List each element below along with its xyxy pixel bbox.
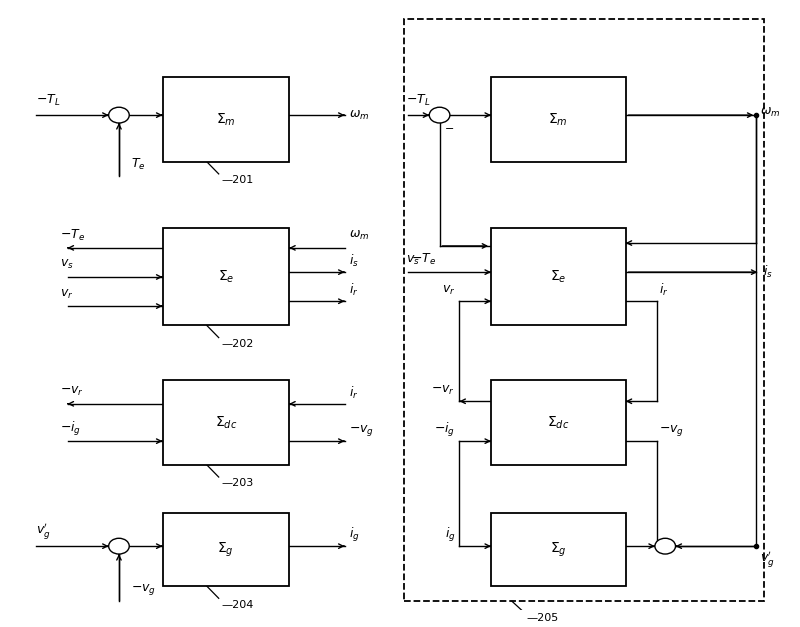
Text: $-i_g$: $-i_g$ [59, 420, 81, 438]
Text: $\Sigma_e$: $\Sigma_e$ [550, 269, 566, 285]
Bar [491, 228, 626, 325]
Bar [491, 380, 626, 465]
Text: $\Sigma_{dc}$: $\Sigma_{dc}$ [547, 414, 570, 431]
Text: $\Sigma_m$: $\Sigma_m$ [216, 111, 236, 127]
Text: $\omega_m$: $\omega_m$ [760, 105, 781, 119]
Text: $i_s$: $i_s$ [349, 253, 358, 269]
Circle shape [109, 107, 130, 123]
Text: —203: —203 [221, 478, 254, 488]
Text: $\Sigma_g$: $\Sigma_g$ [550, 540, 566, 559]
Text: $\Sigma_g$: $\Sigma_g$ [218, 540, 234, 559]
Text: $-i_g$: $-i_g$ [434, 421, 455, 440]
Text: $\Sigma_m$: $\Sigma_m$ [549, 111, 568, 127]
Text: $v_g'$: $v_g'$ [760, 549, 775, 569]
Text: $v_r$: $v_r$ [59, 287, 73, 300]
Text: $-v_r$: $-v_r$ [431, 384, 455, 397]
Text: $v_g'$: $v_g'$ [36, 521, 50, 541]
Text: $-$: $-$ [444, 122, 454, 132]
Text: —202: —202 [221, 339, 254, 349]
Text: $i_s$: $i_s$ [762, 264, 773, 280]
Text: $-v_r$: $-v_r$ [59, 385, 83, 398]
Text: $i_r$: $i_r$ [349, 282, 358, 298]
Circle shape [655, 538, 675, 554]
Text: $T_e$: $T_e$ [131, 157, 146, 172]
Text: —205: —205 [526, 613, 558, 623]
Text: $\Sigma_e$: $\Sigma_e$ [218, 269, 234, 285]
Bar [162, 77, 289, 162]
Bar [404, 19, 764, 601]
Bar [162, 228, 289, 325]
Text: —204: —204 [221, 599, 254, 609]
Circle shape [430, 107, 450, 123]
Text: —201: —201 [221, 175, 254, 185]
Text: $i_r$: $i_r$ [349, 385, 358, 401]
Text: $\omega_m$: $\omega_m$ [349, 229, 369, 242]
Text: $-v_g$: $-v_g$ [131, 582, 156, 598]
Text: $-T_L$: $-T_L$ [406, 92, 430, 107]
Circle shape [109, 538, 130, 554]
Text: $-v_g$: $-v_g$ [659, 423, 684, 438]
Text: $v_s$: $v_s$ [59, 258, 74, 271]
Text: $\Sigma_{dc}$: $\Sigma_{dc}$ [214, 414, 237, 431]
Text: $-T_L$: $-T_L$ [36, 92, 60, 107]
Bar [491, 514, 626, 586]
Text: $-T_e$: $-T_e$ [410, 252, 436, 267]
Text: $\omega_m$: $\omega_m$ [349, 108, 369, 122]
Text: $i_r$: $i_r$ [659, 282, 668, 298]
Text: $-v_g$: $-v_g$ [349, 423, 374, 438]
Text: $-T_e$: $-T_e$ [59, 228, 85, 243]
Bar [162, 380, 289, 465]
Text: $i_g$: $i_g$ [349, 526, 359, 544]
Text: $v_r$: $v_r$ [442, 284, 455, 297]
Bar [162, 514, 289, 586]
Text: $i_g$: $i_g$ [445, 526, 455, 544]
Text: $v_s$: $v_s$ [406, 253, 419, 266]
Bar [491, 77, 626, 162]
